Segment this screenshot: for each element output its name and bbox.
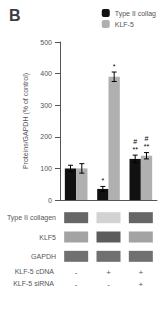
svg-text:KLF-5 siRNA: KLF-5 siRNA	[13, 280, 54, 287]
svg-text:B: B	[9, 7, 21, 24]
svg-text:Type II collagen: Type II collagen	[7, 214, 56, 222]
svg-text:+: +	[106, 268, 111, 277]
svg-text:*: *	[101, 177, 104, 184]
svg-text:GAPDH: GAPDH	[31, 253, 56, 260]
svg-text:*: *	[113, 63, 116, 70]
svg-text:400: 400	[40, 70, 52, 77]
svg-text:100: 100	[40, 165, 52, 172]
svg-text:200: 200	[40, 133, 52, 140]
svg-text:**: **	[132, 146, 138, 153]
svg-text:**: **	[144, 143, 150, 150]
svg-text:-: -	[107, 280, 110, 289]
svg-text:KLF-5 cDNA: KLF-5 cDNA	[15, 268, 55, 275]
svg-text:500: 500	[40, 39, 52, 46]
svg-text:KLF5: KLF5	[39, 234, 56, 241]
svg-text:+: +	[138, 280, 143, 289]
svg-text:-: -	[75, 280, 78, 289]
svg-text:300: 300	[40, 102, 52, 109]
svg-text:Type II collag: Type II collag	[115, 10, 156, 18]
svg-text:KLF-5: KLF-5	[115, 21, 134, 28]
svg-text:+: +	[138, 268, 143, 277]
svg-text:Proteins/GAPDH (% of control): Proteins/GAPDH (% of control)	[22, 73, 30, 169]
svg-text:0: 0	[48, 197, 52, 204]
svg-text:-: -	[75, 268, 78, 277]
svg-text:#: #	[133, 138, 137, 145]
svg-text:#: #	[145, 135, 149, 142]
